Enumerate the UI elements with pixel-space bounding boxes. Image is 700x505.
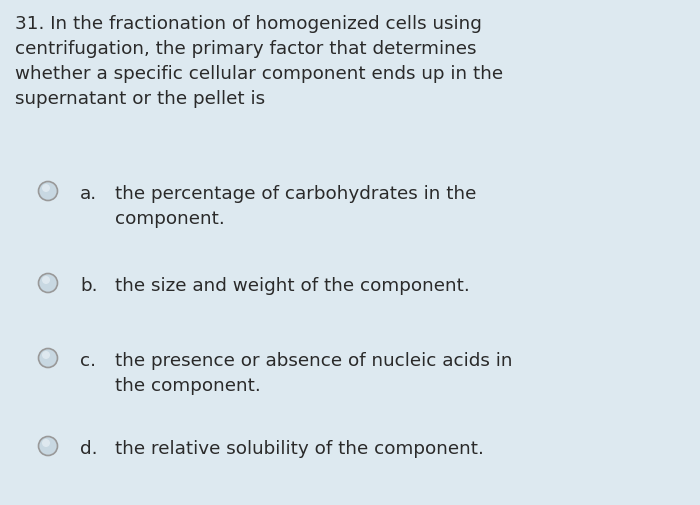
Circle shape	[42, 439, 50, 447]
Text: b.: b.	[80, 277, 97, 295]
Text: the relative solubility of the component.: the relative solubility of the component…	[115, 440, 484, 458]
Text: the presence or absence of nucleic acids in
the component.: the presence or absence of nucleic acids…	[115, 352, 512, 395]
Circle shape	[42, 276, 50, 284]
Circle shape	[38, 274, 57, 292]
Text: the size and weight of the component.: the size and weight of the component.	[115, 277, 470, 295]
Circle shape	[38, 436, 57, 456]
Circle shape	[38, 348, 57, 368]
Text: c.: c.	[80, 352, 96, 370]
Circle shape	[42, 184, 50, 192]
Circle shape	[38, 181, 57, 200]
Text: the percentage of carbohydrates in the
component.: the percentage of carbohydrates in the c…	[115, 185, 477, 228]
Text: 31. In the fractionation of homogenized cells using
centrifugation, the primary : 31. In the fractionation of homogenized …	[15, 15, 503, 108]
Circle shape	[42, 351, 50, 359]
Text: a.: a.	[80, 185, 97, 203]
Text: d.: d.	[80, 440, 97, 458]
